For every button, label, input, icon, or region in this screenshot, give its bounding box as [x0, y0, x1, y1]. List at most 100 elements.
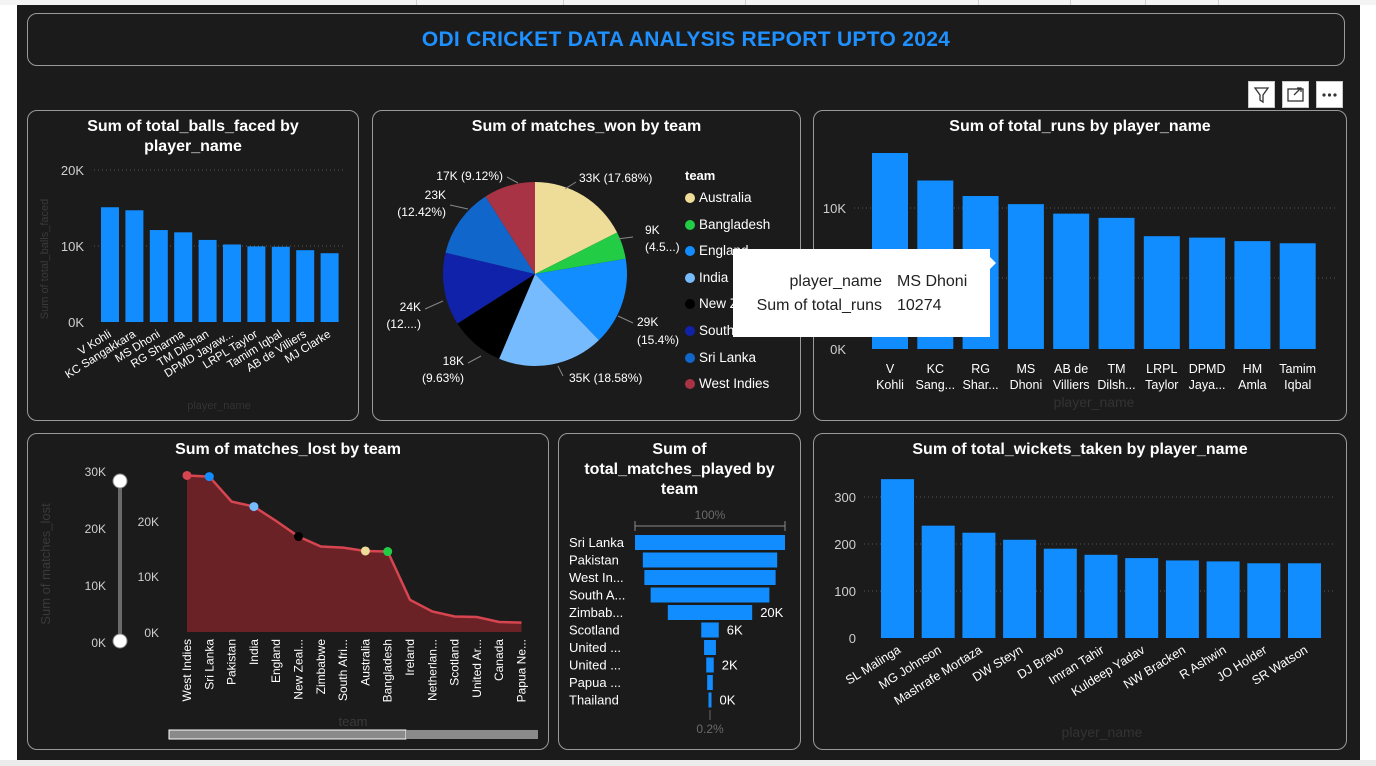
x-scrollbar-track[interactable] — [406, 730, 538, 739]
leader-line — [424, 300, 444, 310]
legend-item[interactable]: Bangladesh — [685, 217, 770, 232]
x-tick-label: RG — [971, 362, 990, 376]
legend-item[interactable]: India — [685, 270, 728, 285]
pie-slice[interactable] — [499, 274, 599, 366]
focus-mode-button[interactable] — [1282, 81, 1309, 108]
pie-slice[interactable] — [485, 182, 535, 274]
legend-label: Bangladesh — [699, 216, 771, 232]
legend-item[interactable]: Australia — [685, 190, 752, 205]
funnel-bar[interactable] — [644, 570, 776, 585]
pie-slice[interactable] — [535, 258, 627, 341]
funnel-bar[interactable] — [701, 622, 719, 638]
matches-won-pie-panel[interactable]: Sum of matches_won by team 33K (17.68%) … — [372, 110, 801, 421]
balls-faced-chart-panel[interactable]: Sum of total_balls_faced by player_name … — [27, 110, 359, 421]
slice-label-new-zealand: 18K — [443, 354, 464, 368]
wickets-chart-panel[interactable]: Sum of total_wickets_taken by player_nam… — [813, 433, 1347, 750]
data-point[interactable] — [360, 546, 370, 556]
matches-played-funnel-panel[interactable]: Sum of total_matches_played by team 100%… — [558, 433, 801, 750]
matches-lost-area-chart: 30K 20K 10K 0K 20K 10K 0K Sum of matches… — [38, 465, 538, 740]
x-tick-label: Scotland — [448, 639, 462, 686]
bar[interactable] — [1165, 560, 1199, 638]
legend-item[interactable]: West Indies — [685, 376, 769, 391]
bar[interactable] — [320, 253, 339, 322]
bar[interactable] — [1043, 548, 1077, 638]
x-tick-label: Sri Lanka — [202, 639, 216, 690]
x-tick-label: Dilsh... — [1097, 378, 1135, 392]
filter-button[interactable] — [1248, 81, 1275, 108]
bar[interactable] — [1007, 204, 1044, 349]
bar[interactable] — [101, 207, 119, 322]
matches-played-funnel-chart: 100% 0.2% Sri Lanka Pakistan West In... Sou… — [569, 508, 786, 736]
pie-slice[interactable] — [457, 274, 535, 359]
y-tick-label: 20K — [61, 163, 84, 178]
data-point[interactable] — [383, 547, 393, 557]
y-tick-label: 0K — [68, 315, 84, 330]
x-tick-label: New Zeal... — [292, 639, 306, 700]
bar[interactable] — [296, 250, 315, 322]
more-options-button[interactable] — [1316, 81, 1343, 108]
bar[interactable] — [881, 479, 914, 638]
bar[interactable] — [271, 246, 290, 322]
bar[interactable] — [125, 210, 144, 322]
bar[interactable] — [223, 244, 241, 322]
y-range-slider-top-handle[interactable] — [112, 473, 128, 489]
pie-slice[interactable] — [445, 196, 535, 274]
bar[interactable] — [174, 232, 193, 322]
legend-item[interactable]: Sri Lanka — [685, 350, 756, 365]
focus-mode-icon — [1287, 87, 1304, 102]
bar[interactable] — [1084, 554, 1118, 638]
bar[interactable] — [1143, 236, 1180, 349]
pie-slice[interactable] — [443, 252, 535, 324]
data-point[interactable] — [204, 472, 214, 482]
pie-slice[interactable] — [535, 182, 618, 274]
bar[interactable] — [1053, 213, 1090, 349]
bar[interactable] — [1288, 563, 1321, 638]
bar[interactable] — [1206, 561, 1240, 638]
x-tick-label: Jaya... — [1189, 378, 1226, 392]
pie-slice[interactable] — [535, 232, 626, 274]
x-tick-label: Kohli — [876, 378, 904, 392]
funnel-bar[interactable] — [706, 657, 714, 673]
funnel-bar[interactable] — [635, 535, 785, 550]
funnel-bar[interactable] — [708, 692, 712, 708]
bar[interactable] — [1279, 243, 1316, 349]
funnel-data-label: 0K — [720, 693, 736, 708]
funnel-bar[interactable] — [704, 640, 716, 655]
bar[interactable] — [1003, 539, 1037, 638]
funnel-category-label: United ... — [569, 658, 621, 673]
funnel-bar[interactable] — [667, 605, 753, 620]
strip-divider — [978, 0, 979, 5]
data-point[interactable] — [182, 470, 192, 480]
y-range-slider-bottom-handle[interactable] — [112, 633, 128, 649]
bar[interactable] — [1125, 558, 1159, 638]
strip-divider — [416, 0, 417, 5]
data-point[interactable] — [249, 502, 259, 512]
x-tick-label: Shar... — [963, 378, 999, 392]
bar[interactable] — [198, 239, 217, 322]
funnel-bar[interactable] — [707, 675, 713, 690]
bar[interactable] — [1189, 237, 1226, 349]
x-tick-label: Amla — [1238, 378, 1267, 392]
bar[interactable] — [1247, 563, 1281, 638]
bar[interactable] — [962, 532, 996, 638]
x-tick-label: Zimbabwe — [314, 639, 328, 695]
x-tick-label: Australia — [358, 639, 372, 686]
x-scrollbar-thumb[interactable] — [168, 729, 407, 740]
bar[interactable] — [247, 246, 266, 322]
matches-lost-chart-panel[interactable]: Sum of matches_lost by team 30K 20K 10K … — [27, 433, 549, 750]
bar[interactable] — [1234, 241, 1271, 349]
report-canvas: ODI CRICKET DATA ANALYSIS REPORT UPTO 20… — [17, 5, 1360, 760]
slice-label-west-indies: 17K (9.12%) — [436, 169, 503, 183]
funnel-category-label: Pakistan — [569, 553, 619, 568]
x-tick-label: Villiers — [1053, 378, 1090, 392]
funnel-bar[interactable] — [642, 552, 778, 568]
funnel-bar[interactable] — [650, 587, 770, 603]
x-tick-label: Tamim — [1279, 362, 1316, 376]
bar[interactable] — [149, 230, 168, 322]
bar[interactable] — [1098, 217, 1135, 349]
data-point[interactable] — [294, 532, 303, 542]
chart-title: Sum of matches_lost by team — [175, 441, 401, 458]
filter-icon — [1253, 87, 1270, 104]
bar[interactable] — [921, 525, 955, 638]
